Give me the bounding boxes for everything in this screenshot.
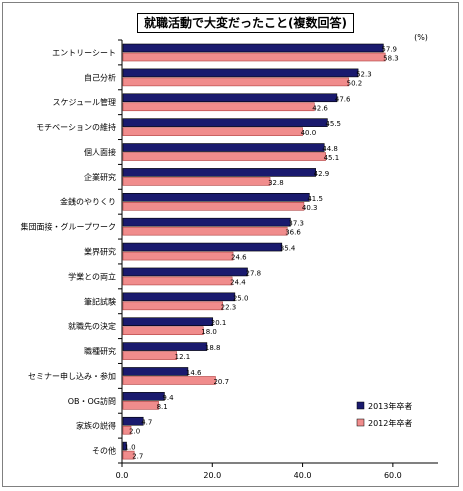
category-label: エントリーシート — [52, 48, 116, 57]
bar-2012 — [122, 152, 326, 161]
value-label-2013: 52.3 — [356, 70, 372, 78]
value-label-2012: 42.6 — [312, 104, 328, 112]
category-label: 個人面接 — [84, 147, 116, 157]
bar-2013 — [122, 43, 384, 53]
bar-2013 — [122, 192, 310, 202]
bar-2013 — [122, 242, 283, 252]
bar-2012 — [122, 450, 135, 460]
value-label-2013: 14.6 — [186, 369, 202, 377]
value-label-2012: 18.0 — [201, 328, 217, 336]
legend-entry: 2012年卒者 — [368, 418, 412, 428]
category-label: スケジュール管理 — [53, 97, 116, 107]
legend-entry: 2013年卒者 — [368, 401, 412, 411]
value-label-2012: 22.3 — [221, 303, 237, 311]
bar-2013 — [122, 317, 214, 327]
value-label-2012: 32.8 — [268, 179, 284, 187]
bar-2013 — [122, 93, 338, 103]
bar-2012 — [122, 276, 233, 286]
value-label-2012: 2.7 — [132, 453, 143, 461]
value-label-2013: 27.8 — [245, 269, 261, 277]
bar-2013 — [122, 68, 359, 78]
category-label: OB・OG訪問 — [68, 396, 116, 406]
category-label: 企業研究 — [84, 172, 116, 182]
value-label-2012: 20.7 — [213, 378, 229, 386]
bar-2012 — [122, 226, 288, 236]
category-label: 業界研究 — [84, 247, 116, 257]
bar-2013 — [122, 392, 165, 401]
category-label: 学業との両立 — [68, 271, 116, 281]
x-tick-label: 40.0 — [294, 471, 312, 480]
value-label-2012: 12.1 — [175, 353, 191, 361]
category-label: 筆記試験 — [84, 296, 116, 306]
x-tick-label: 20.0 — [203, 471, 221, 480]
category-label: セミナー申し込み・参加 — [28, 371, 116, 381]
bar-2012 — [122, 201, 305, 211]
value-label-2012: 24.6 — [231, 254, 247, 262]
chart-title: 就職活動で大変だったこと(複数回答) — [137, 13, 354, 33]
value-label-2012: 36.6 — [285, 229, 301, 237]
category-label: 職種研究 — [84, 346, 116, 356]
value-label-2013: 1.0 — [125, 444, 136, 452]
bar-2012 — [122, 301, 223, 311]
value-label-2013: 41.5 — [307, 195, 323, 203]
bar-2013 — [122, 292, 236, 302]
value-label-2013: 35.4 — [280, 245, 296, 253]
bar-2013 — [122, 143, 325, 152]
bar-2013 — [122, 416, 144, 426]
value-label-2012: 2.0 — [129, 428, 140, 436]
bar-2012 — [122, 251, 234, 261]
x-tick-label: 0.0 — [116, 471, 129, 480]
value-label-2013: 57.9 — [381, 46, 397, 54]
value-label-2013: 45.5 — [325, 120, 341, 128]
bar-2012 — [122, 52, 386, 62]
value-label-2013: 9.4 — [162, 394, 174, 402]
bar-2012 — [122, 401, 159, 410]
category-label: 集団面接・グループワーク — [20, 222, 116, 232]
bar-2012 — [122, 326, 204, 336]
value-label-2013: 18.8 — [205, 344, 221, 352]
legend-swatch — [356, 401, 365, 410]
value-label-2013: 4.7 — [141, 419, 152, 427]
unit-label: (%) — [414, 33, 428, 42]
category-label: モチベーションの維持 — [36, 122, 116, 132]
value-label-2012: 58.3 — [383, 55, 399, 63]
bar-2013 — [122, 342, 208, 351]
x-tick-label: 60.0 — [384, 471, 402, 480]
category-label: 自己分析 — [84, 72, 116, 82]
category-label: 金銭のやりくり — [60, 197, 116, 207]
value-label-2012: 45.1 — [324, 154, 340, 162]
bar-2012 — [122, 127, 303, 136]
value-label-2012: 8.1 — [157, 403, 168, 411]
legend-swatch — [356, 418, 365, 427]
value-label-2012: 24.4 — [230, 278, 246, 286]
bar-2013 — [122, 367, 189, 376]
category-label: その他 — [92, 446, 116, 456]
value-label-2012: 40.3 — [302, 204, 318, 212]
bar-2012 — [122, 102, 315, 112]
value-label-2013: 20.1 — [211, 319, 227, 327]
bar-2013 — [122, 267, 248, 277]
bar-2013 — [122, 168, 316, 177]
value-label-2013: 42.9 — [314, 170, 330, 178]
bar-2012 — [122, 77, 349, 87]
category-label: 家族の説得 — [76, 421, 116, 431]
value-label-2013: 37.3 — [288, 220, 304, 228]
bar-2013 — [122, 217, 291, 227]
value-label-2013: 44.8 — [322, 145, 338, 153]
bar-2012 — [122, 351, 177, 360]
bar-2013 — [122, 441, 127, 451]
bar-2012 — [122, 177, 271, 186]
category-label: 就職先の決定 — [68, 321, 116, 331]
value-label-2013: 25.0 — [233, 294, 249, 302]
bar-2013 — [122, 118, 328, 127]
bar-2012 — [122, 376, 216, 385]
value-label-2013: 47.6 — [335, 95, 351, 103]
value-label-2012: 40.0 — [301, 129, 317, 137]
value-label-2012: 50.2 — [347, 79, 363, 87]
bar-2012 — [122, 425, 132, 435]
